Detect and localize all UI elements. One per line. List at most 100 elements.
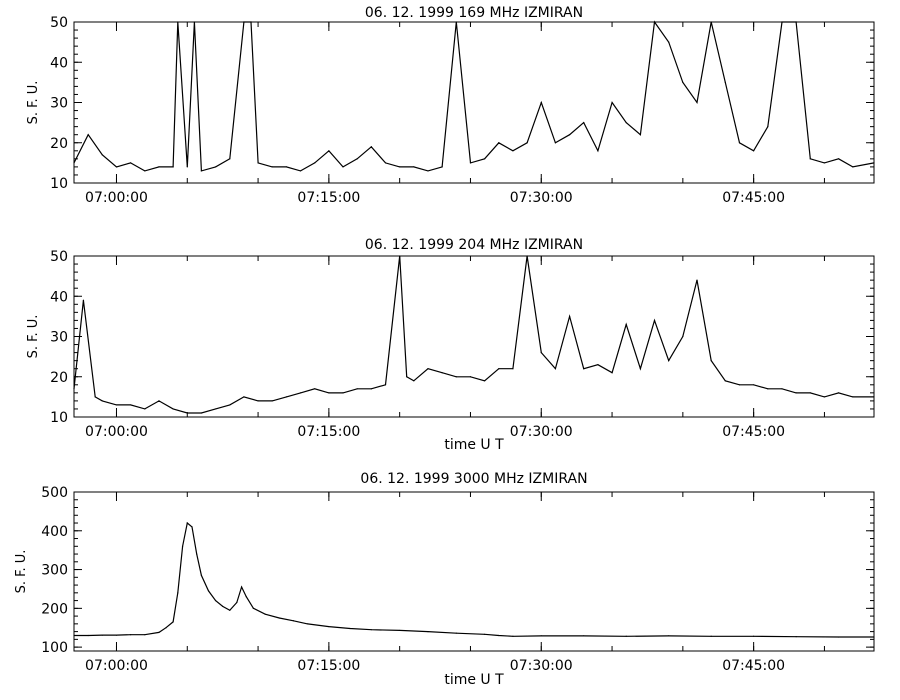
data-point	[498, 634, 500, 637]
data-point	[186, 522, 188, 524]
data-point	[144, 408, 146, 410]
data-point	[243, 21, 245, 23]
data-point	[724, 81, 726, 83]
data-point	[668, 41, 670, 43]
data-point	[753, 635, 755, 637]
data-point	[427, 170, 429, 172]
data-point	[406, 376, 408, 378]
data-point	[554, 142, 557, 144]
data-point	[314, 388, 316, 390]
data-point	[172, 408, 174, 410]
data-point	[484, 158, 486, 160]
data-point	[73, 162, 75, 164]
data-point	[130, 634, 132, 636]
y-tick-label-10: 10	[50, 176, 68, 192]
data-point	[257, 162, 259, 164]
data-point	[753, 150, 755, 152]
chart-title-3: 06. 12. 1999 3000 MHz IZMIRAN	[360, 471, 587, 487]
plot-frame-1	[73, 21, 875, 184]
data-point	[130, 404, 132, 406]
data-point	[73, 634, 75, 637]
data-point	[87, 634, 89, 637]
data-point	[823, 396, 826, 398]
data-point	[469, 162, 472, 164]
data-point	[158, 166, 160, 168]
data-point	[342, 392, 344, 394]
data-point	[101, 400, 103, 402]
y-tick-label-400: 400	[41, 524, 68, 540]
data-point	[823, 162, 826, 164]
data-point	[738, 384, 741, 386]
data-point	[285, 396, 287, 398]
data-point	[271, 166, 273, 168]
data-point	[653, 21, 656, 23]
data-point	[399, 255, 401, 257]
data-point	[101, 154, 103, 156]
x-tick-label: 07:15:00	[297, 424, 360, 440]
data-point	[625, 122, 627, 124]
data-point	[186, 412, 188, 414]
data-point	[82, 299, 85, 301]
data-point	[611, 372, 613, 374]
data-point	[200, 574, 203, 576]
data-point	[838, 158, 840, 160]
data-point	[668, 360, 670, 362]
data-point	[196, 553, 198, 555]
data-point	[165, 627, 167, 629]
data-point	[144, 634, 146, 636]
data-point	[229, 609, 231, 611]
y-tick-label-300: 300	[41, 563, 68, 579]
data-point	[583, 122, 585, 124]
data-point	[512, 150, 514, 152]
data-point	[795, 21, 797, 23]
data-point	[172, 166, 174, 168]
data-point	[299, 392, 302, 394]
data-point	[809, 158, 811, 160]
y-tick-label-10: 10	[50, 410, 68, 426]
data-point	[299, 170, 302, 172]
data-point	[200, 170, 203, 172]
data-point	[271, 400, 273, 402]
data-point	[781, 388, 783, 390]
data-point	[738, 142, 741, 144]
data-point	[554, 368, 557, 370]
data-point	[399, 166, 401, 168]
data-point	[240, 586, 243, 588]
data-point	[611, 101, 613, 104]
data-point	[229, 404, 231, 406]
x-tick-label: 07:45:00	[722, 658, 785, 674]
data-point	[568, 134, 571, 136]
data-point	[498, 368, 500, 370]
data-point	[177, 21, 179, 23]
data-point	[264, 613, 266, 615]
data-point	[384, 384, 387, 386]
x-tick-label: 07:30:00	[510, 190, 573, 206]
data-point	[229, 158, 231, 160]
data-point	[809, 392, 811, 394]
flux-series-line-3	[74, 521, 874, 638]
data-point	[207, 590, 210, 592]
chart-title-2: 06. 12. 1999 204 MHz IZMIRAN	[365, 237, 583, 253]
data-point	[767, 126, 769, 128]
data-point	[158, 400, 160, 402]
data-point	[101, 634, 103, 636]
data-point	[186, 166, 188, 168]
data-point	[568, 315, 571, 317]
y-tick-label-50: 50	[50, 15, 68, 31]
data-point	[852, 396, 854, 398]
x-tick-label: 07:15:00	[297, 658, 360, 674]
data-point	[724, 380, 726, 382]
flux-series-line-1	[73, 20, 875, 172]
data-point	[250, 21, 252, 23]
y-tick-label-20: 20	[50, 136, 68, 152]
data-point	[625, 323, 627, 326]
y-axis-label-3: S. F. U.	[14, 550, 29, 594]
data-point	[781, 21, 783, 23]
data-point	[314, 162, 316, 164]
data-point	[469, 376, 472, 378]
y-tick-label-200: 200	[41, 601, 68, 617]
y-tick-label-30: 30	[50, 96, 68, 112]
data-point	[144, 170, 146, 172]
data-point	[252, 607, 254, 609]
data-point	[384, 162, 387, 164]
